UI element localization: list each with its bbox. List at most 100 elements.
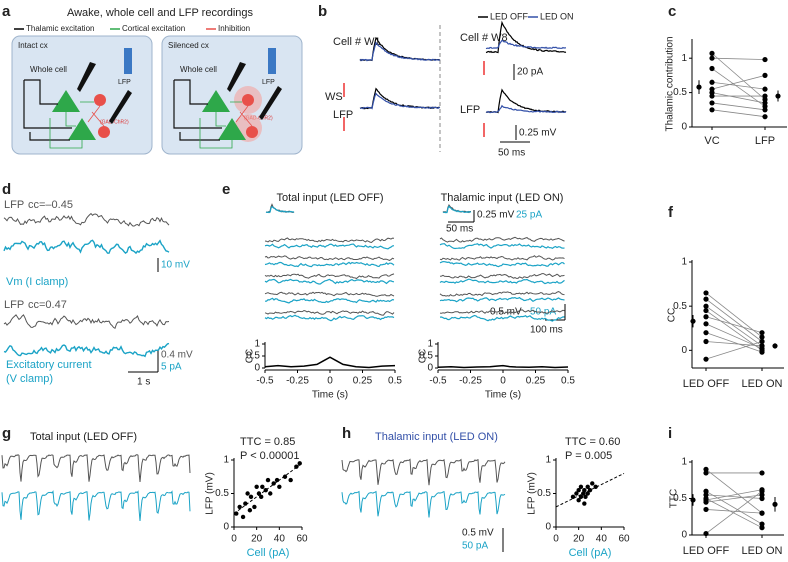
data-point	[703, 356, 709, 362]
data-point	[759, 343, 765, 349]
data-point	[762, 86, 768, 92]
trace	[439, 291, 565, 297]
data-point	[703, 499, 709, 505]
data-point	[593, 484, 598, 489]
trace-label: Vm (I clamp)	[6, 276, 68, 288]
data-point	[709, 79, 715, 85]
trace	[439, 243, 565, 250]
data-point	[703, 338, 709, 345]
data-point	[294, 464, 299, 469]
panel-letter: g	[2, 425, 11, 442]
trace	[359, 92, 440, 110]
data-point	[759, 495, 765, 502]
data-point	[582, 487, 587, 493]
data-point	[703, 488, 709, 494]
y-axis-label: Thalamic contribution	[665, 36, 676, 131]
trace-label: cc=0.47	[28, 299, 67, 311]
data-point	[703, 321, 709, 327]
panel-letter: b	[318, 3, 327, 20]
x-tick-label: -0.5	[256, 376, 274, 387]
pair-line	[705, 310, 763, 351]
data-point	[259, 494, 264, 500]
mean-point	[775, 93, 781, 99]
x-tick-label: 60	[618, 534, 630, 545]
data-point	[762, 107, 768, 113]
data-point	[265, 477, 271, 483]
mean-point	[772, 343, 778, 349]
trace	[486, 104, 567, 114]
y-tick-label: 1	[681, 457, 687, 468]
scale-label: 20 pA	[517, 67, 543, 78]
schematic-box	[161, 35, 303, 155]
data-point	[759, 525, 765, 531]
x-tick-label: 0	[553, 534, 559, 545]
data-point	[759, 334, 765, 340]
trace	[264, 255, 395, 261]
x-tick-label: LED ON	[742, 545, 783, 557]
annotation: TTC = 0.60	[565, 436, 620, 448]
data-point	[703, 296, 709, 302]
trace	[1, 490, 191, 522]
trace	[439, 260, 565, 268]
annotation: P < 0.00001	[240, 450, 299, 462]
pair-line	[705, 490, 763, 525]
y-axis-label: CC	[245, 349, 256, 363]
trace	[3, 239, 170, 255]
trace-label: WS	[325, 91, 343, 103]
scale-label: 10 mV	[161, 260, 190, 271]
data-point	[759, 338, 765, 345]
data-point	[583, 494, 588, 500]
trace	[439, 296, 565, 303]
x-tick-label: -0.25	[459, 376, 482, 387]
panel-letter: h	[342, 425, 351, 442]
trace-label: (V clamp)	[6, 373, 53, 385]
data-point	[762, 72, 768, 78]
data-point	[709, 50, 715, 56]
y-tick-label: 0.5	[673, 301, 687, 312]
data-point	[590, 481, 595, 486]
scale-label: 100 ms	[530, 325, 563, 336]
scale-label: 50 pA	[462, 541, 488, 552]
schematic-label: (GAD-ChR2)	[244, 115, 273, 121]
data-point	[759, 349, 765, 355]
schematic-label: LFP	[118, 79, 131, 86]
data-point	[274, 477, 280, 483]
trace-label: Excitatory current	[6, 359, 92, 371]
cell-label: Cell # W8	[460, 32, 508, 44]
x-tick-label: -0.5	[429, 376, 447, 387]
schematic-label: Whole cell	[30, 65, 67, 74]
data-point	[582, 501, 587, 506]
data-point	[260, 484, 265, 489]
data-point	[709, 65, 715, 72]
y-tick-label: 1	[681, 53, 687, 64]
x-tick-label: -0.25	[286, 376, 309, 387]
y-tick-label: 0.5	[419, 351, 433, 362]
y-tick-label: 1	[545, 455, 551, 466]
pair-line	[711, 102, 766, 111]
y-tick-label: 0.5	[215, 488, 229, 499]
data-point	[709, 107, 715, 113]
pair-line	[705, 489, 763, 501]
x-tick-label: 0	[500, 376, 506, 387]
data-point	[282, 474, 288, 479]
x-axis-label: Time (s)	[485, 390, 521, 401]
y-tick-label: 0.5	[537, 488, 551, 499]
pair-line	[705, 305, 763, 347]
panel-letter: d	[2, 181, 11, 198]
data-point	[703, 530, 709, 537]
mean-point	[690, 497, 696, 503]
mean-point	[690, 318, 696, 324]
legend-label: Inhibition	[218, 24, 250, 33]
x-axis-label: Cell (pA)	[569, 547, 612, 559]
mean-point	[696, 84, 702, 90]
data-point	[762, 93, 768, 99]
pair-line	[705, 332, 763, 353]
y-axis-label: CC	[418, 349, 429, 363]
panel-letter: c	[668, 3, 676, 20]
pair-line	[705, 316, 763, 334]
data-point	[759, 492, 765, 498]
cc-line	[264, 356, 396, 369]
scale-label: 0.25 mV	[519, 128, 557, 139]
trace-label: cc=–0.45	[28, 199, 73, 211]
